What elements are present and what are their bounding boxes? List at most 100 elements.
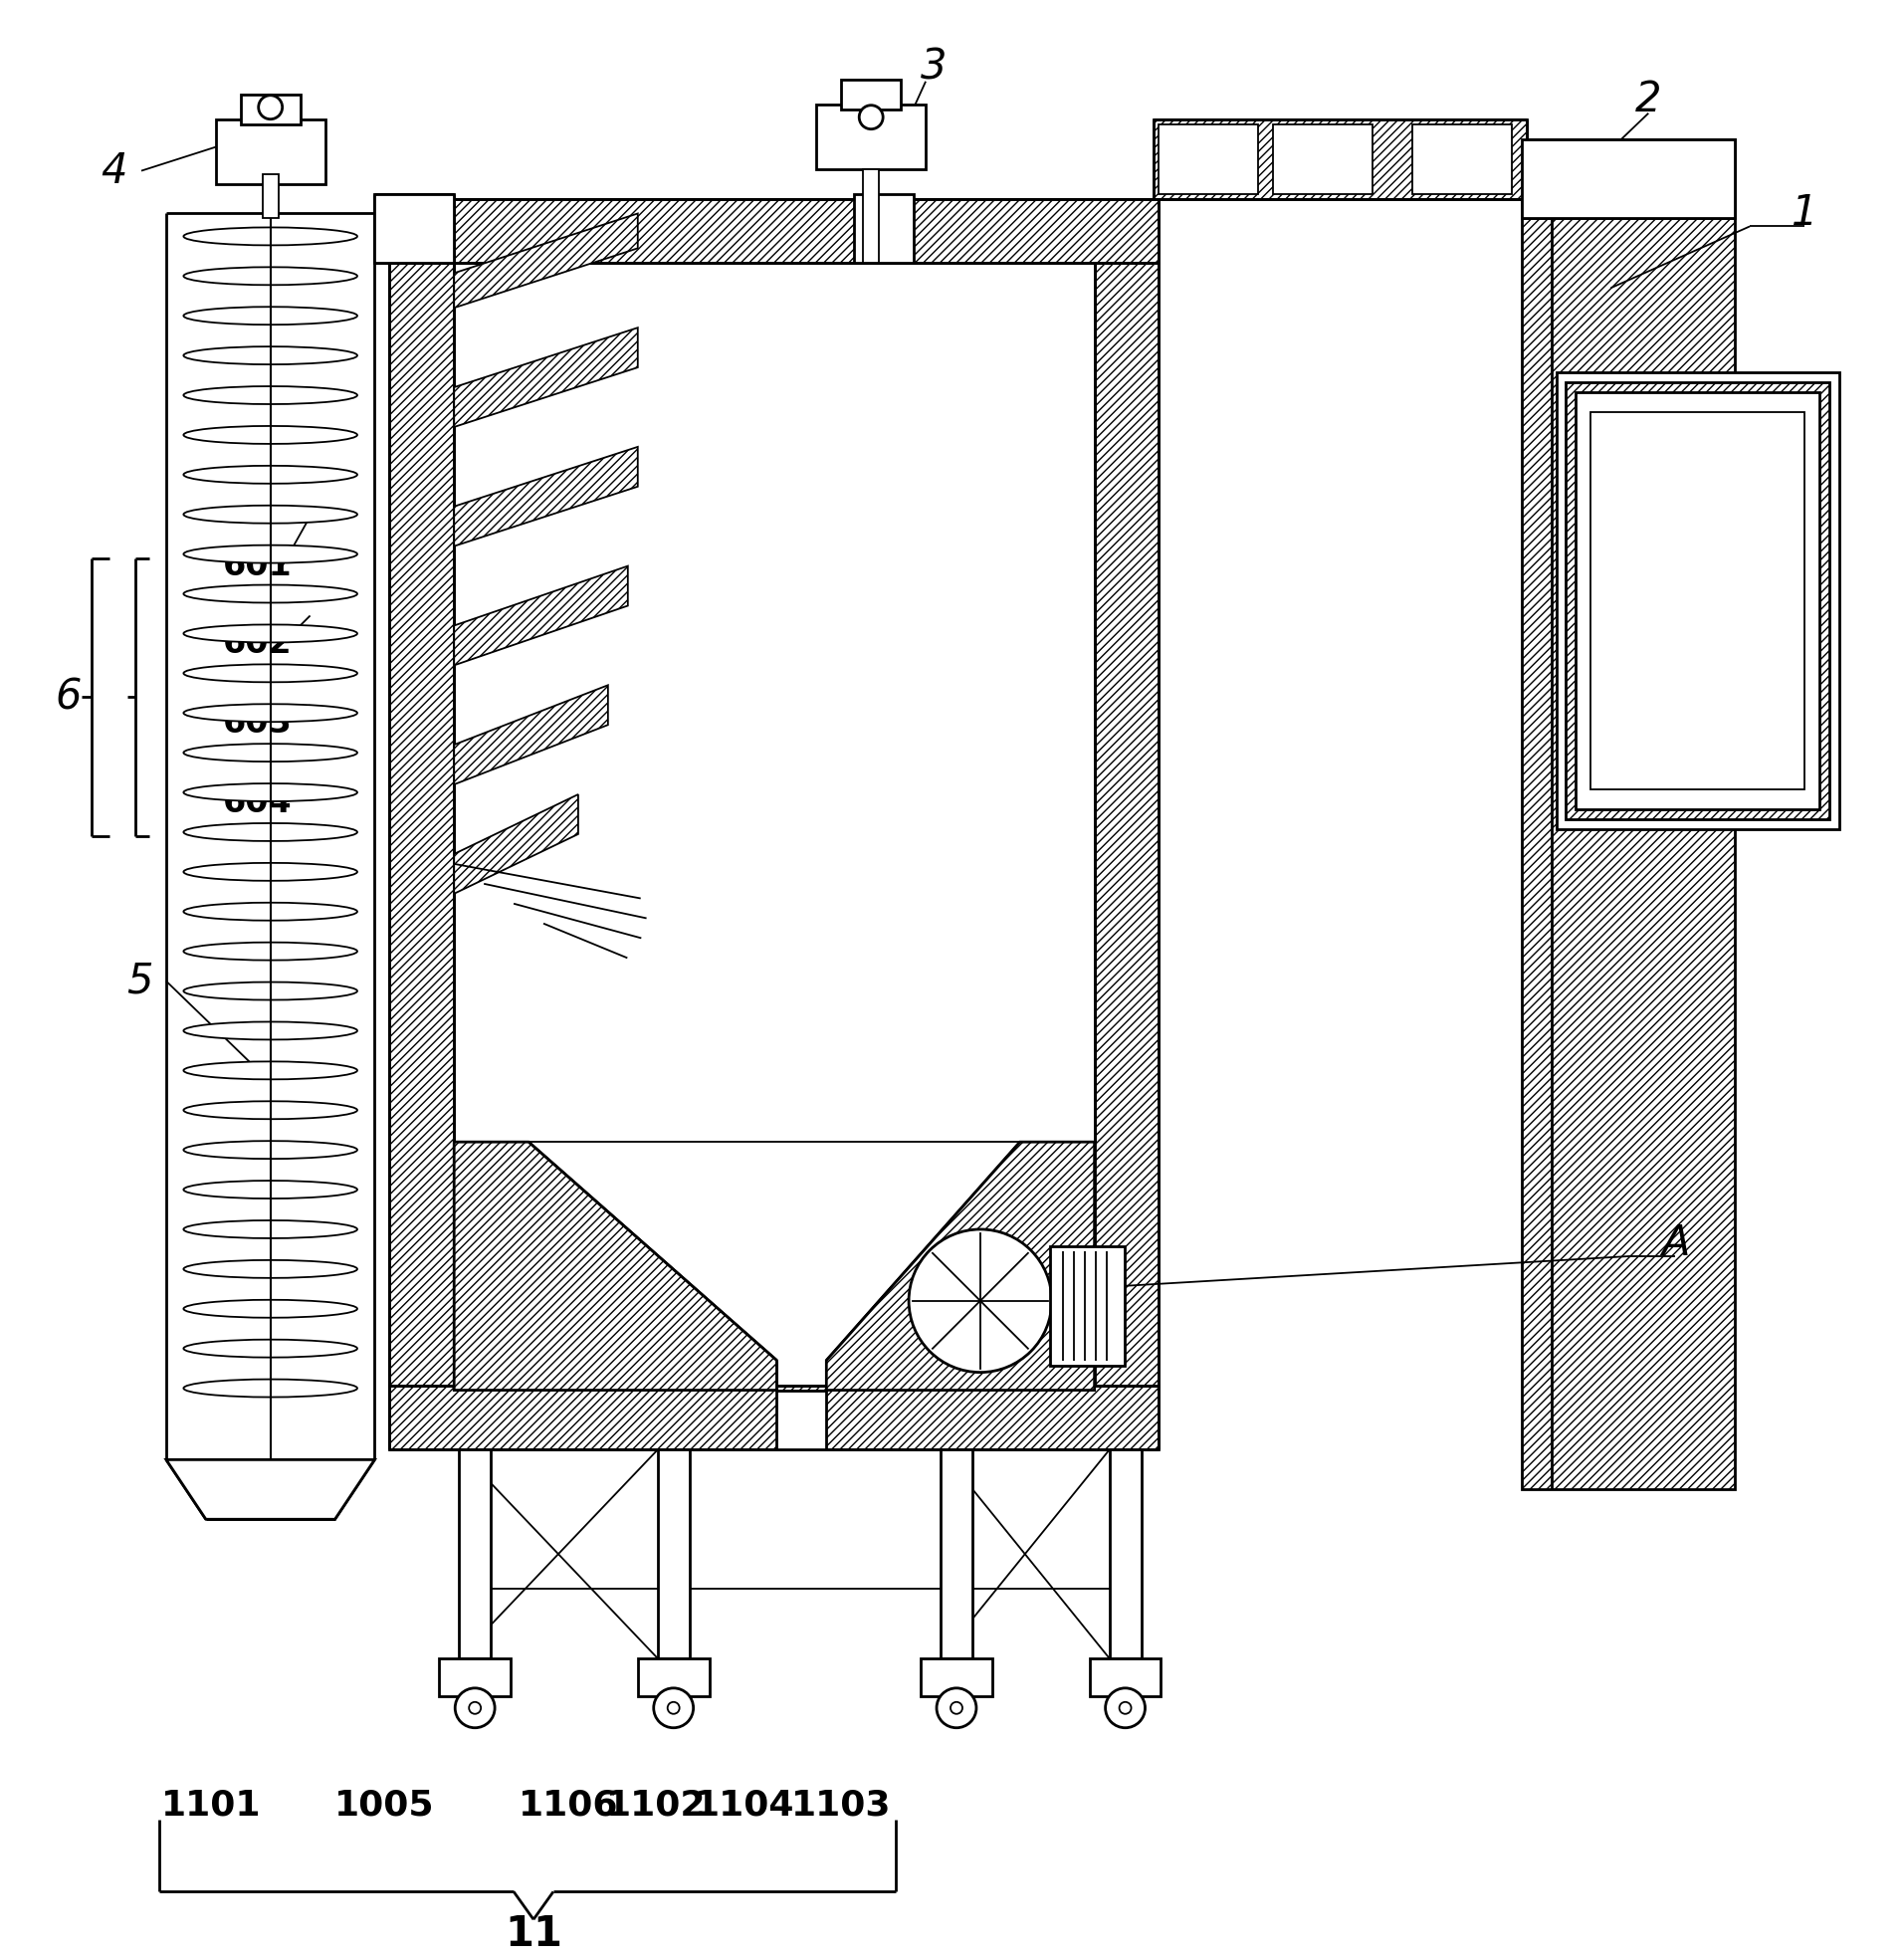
Polygon shape (455, 214, 638, 308)
Bar (1090, 1658, 1161, 1695)
Text: 12: 12 (1619, 602, 1673, 645)
Bar (921, 1658, 991, 1695)
Bar (841, 80, 900, 110)
Text: A: A (1661, 1223, 1690, 1264)
Ellipse shape (183, 943, 358, 960)
Circle shape (468, 1701, 481, 1713)
Ellipse shape (183, 1339, 358, 1358)
Ellipse shape (183, 784, 358, 802)
Ellipse shape (183, 386, 358, 404)
Bar (1576, 392, 1819, 809)
Bar (440, 1658, 510, 1695)
Bar (459, 1450, 491, 1658)
Text: 1005: 1005 (335, 1788, 434, 1823)
Ellipse shape (183, 308, 358, 325)
Text: 7: 7 (1745, 468, 1772, 510)
Bar (658, 1450, 689, 1658)
Circle shape (653, 1688, 693, 1729)
Circle shape (1119, 1701, 1130, 1713)
Ellipse shape (183, 506, 358, 523)
Ellipse shape (183, 267, 358, 284)
Text: 1106: 1106 (518, 1788, 618, 1823)
Ellipse shape (183, 1102, 358, 1119)
Text: 6: 6 (55, 676, 82, 717)
Bar (1159, 123, 1258, 194)
Ellipse shape (183, 425, 358, 443)
Text: 604: 604 (223, 786, 291, 819)
Ellipse shape (183, 1299, 358, 1317)
Circle shape (259, 96, 282, 120)
Bar (1520, 139, 1736, 218)
Ellipse shape (183, 743, 358, 762)
Bar (1557, 372, 1838, 829)
Text: 1103: 1103 (792, 1788, 891, 1823)
Bar (1050, 1247, 1125, 1366)
Text: 603: 603 (223, 706, 293, 739)
Text: 601: 601 (223, 549, 291, 582)
Ellipse shape (183, 1062, 358, 1080)
Bar (864, 169, 879, 263)
Text: 4: 4 (101, 149, 128, 192)
Bar (390, 1386, 1159, 1450)
Ellipse shape (183, 904, 358, 921)
Polygon shape (455, 327, 638, 427)
Bar (390, 198, 1159, 263)
Polygon shape (455, 1143, 776, 1390)
Ellipse shape (183, 347, 358, 365)
Bar (1520, 139, 1736, 1490)
Bar (776, 1390, 826, 1450)
Text: 1104: 1104 (695, 1788, 795, 1823)
Polygon shape (166, 1460, 375, 1519)
Bar (215, 120, 325, 184)
Text: 1102: 1102 (605, 1788, 706, 1823)
Ellipse shape (183, 1021, 358, 1039)
Polygon shape (455, 794, 579, 894)
Polygon shape (455, 686, 607, 784)
Ellipse shape (183, 664, 358, 682)
Text: 8: 8 (1758, 706, 1785, 749)
Circle shape (910, 1229, 1052, 1372)
Circle shape (858, 106, 883, 129)
Bar (638, 1658, 710, 1695)
Bar (1153, 120, 1526, 198)
Bar (390, 263, 455, 1386)
Ellipse shape (183, 227, 358, 245)
Ellipse shape (183, 1141, 358, 1158)
Text: 602: 602 (223, 627, 291, 661)
Ellipse shape (183, 982, 358, 1000)
Text: 5: 5 (126, 960, 152, 1002)
Ellipse shape (183, 1180, 358, 1198)
Bar (263, 174, 278, 218)
Text: 3: 3 (921, 47, 948, 88)
Bar (816, 104, 925, 169)
Ellipse shape (183, 466, 358, 484)
Circle shape (950, 1701, 963, 1713)
Circle shape (455, 1688, 495, 1729)
Bar (1109, 1450, 1142, 1658)
Ellipse shape (183, 625, 358, 643)
Text: 1: 1 (1791, 192, 1817, 235)
Polygon shape (455, 566, 628, 664)
Ellipse shape (183, 1221, 358, 1239)
Bar (1566, 382, 1829, 819)
Circle shape (936, 1688, 976, 1729)
Text: 2: 2 (1635, 78, 1661, 120)
Polygon shape (826, 1143, 1094, 1390)
Text: 1101: 1101 (162, 1788, 261, 1823)
Bar (1094, 263, 1159, 1386)
Bar (240, 94, 301, 123)
Ellipse shape (183, 862, 358, 880)
Circle shape (668, 1701, 679, 1713)
Ellipse shape (183, 823, 358, 841)
Bar (1412, 123, 1511, 194)
Circle shape (1106, 1688, 1146, 1729)
Ellipse shape (183, 584, 358, 604)
Polygon shape (455, 447, 638, 547)
Ellipse shape (183, 1380, 358, 1397)
Bar (854, 194, 913, 263)
Bar (940, 1450, 972, 1658)
Bar (1591, 412, 1804, 790)
Ellipse shape (183, 545, 358, 563)
Ellipse shape (183, 704, 358, 721)
Bar (375, 194, 455, 263)
